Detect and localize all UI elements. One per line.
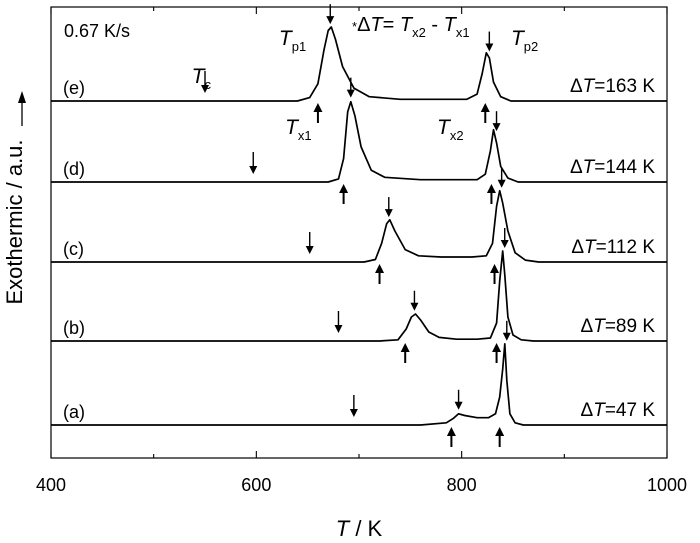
tc-arrow-head	[201, 85, 209, 93]
heating-rate-label: 0.67 K/s	[64, 21, 130, 41]
x-axis-label-symbol: T	[336, 516, 351, 541]
chart-labels: (a) ΔT=47 K (b) ΔT=89 K (c) ΔT=112 K (d) ΔT=144…	[63, 27, 655, 422]
label-Tp1: Tp1	[279, 27, 306, 54]
tp2-arrow-head	[497, 179, 506, 188]
tx1-arrow-head	[400, 343, 410, 352]
series-label: (c)	[63, 239, 84, 259]
x-axis-ticks: 400 600 800 1000	[36, 7, 687, 495]
tp1-arrow-head	[384, 209, 393, 218]
series-label: (d)	[63, 159, 85, 179]
delta-t-label: ΔT=112 K	[571, 237, 655, 258]
tx1-arrow-head	[313, 103, 323, 112]
tx1-arrow-head	[339, 184, 349, 193]
y-axis-arrow	[18, 91, 26, 126]
tp1-arrow-head	[326, 16, 335, 25]
tp2-arrow-head	[492, 123, 501, 132]
series-curves	[51, 26, 667, 426]
x-tick-label: 800	[447, 475, 477, 495]
tx2-arrow-head	[495, 427, 505, 436]
tp1-arrow-head	[346, 89, 355, 98]
delta-t-label: ΔT=47 K	[581, 400, 656, 421]
x-tick-label: 1000	[647, 475, 687, 495]
marker-arrows	[201, 4, 511, 447]
x-axis-label: T / K	[336, 516, 383, 541]
label-Tx1: Tx1	[285, 116, 312, 143]
tp2-arrow-head	[502, 332, 511, 341]
y-axis-label: Exothermic / a.u.	[2, 139, 27, 304]
delta-t-label: ΔT=163 K	[570, 76, 655, 97]
series-label: (a)	[63, 402, 85, 422]
x-tick-label: 600	[241, 475, 271, 495]
x-tick-label: 400	[36, 475, 66, 495]
label-Tp2: Tp2	[511, 27, 538, 54]
tx2-arrow-head	[492, 343, 502, 352]
label-Tx2: Tx2	[437, 116, 464, 143]
tx2-arrow-head	[486, 184, 496, 193]
series-line-e	[51, 26, 667, 102]
x-axis-label-unit: / K	[349, 516, 382, 541]
tx2-arrow-head	[480, 103, 490, 112]
delta-t-formula: *ΔT= Tx2 - Tx1	[352, 14, 470, 40]
series-label: (b)	[63, 318, 85, 338]
tc-arrow-head	[334, 325, 343, 333]
tx1-arrow-head	[375, 264, 385, 273]
tx1-arrow-head	[446, 427, 456, 436]
delta-t-label: ΔT=144 K	[570, 157, 655, 178]
y-arrow-head	[18, 91, 26, 103]
plot-frame	[50, 6, 668, 459]
tp2-arrow-head	[485, 43, 494, 52]
label-Tc: Tc	[192, 65, 212, 92]
tp2-arrow-head	[500, 240, 509, 248]
delta-t-label: ΔT=89 K	[581, 316, 656, 337]
series-line-b	[51, 250, 667, 342]
series-line-d	[51, 100, 667, 183]
tx2-arrow-head	[490, 264, 500, 273]
tp1-arrow-head	[410, 302, 419, 311]
tc-arrow-head	[249, 166, 258, 174]
tc-arrow-head	[305, 246, 314, 254]
series-label: (e)	[63, 78, 85, 98]
series-line-a	[51, 342, 667, 426]
tp1-arrow-head	[454, 401, 463, 410]
series-line-c	[51, 189, 667, 263]
tc-arrow-head	[349, 409, 358, 417]
